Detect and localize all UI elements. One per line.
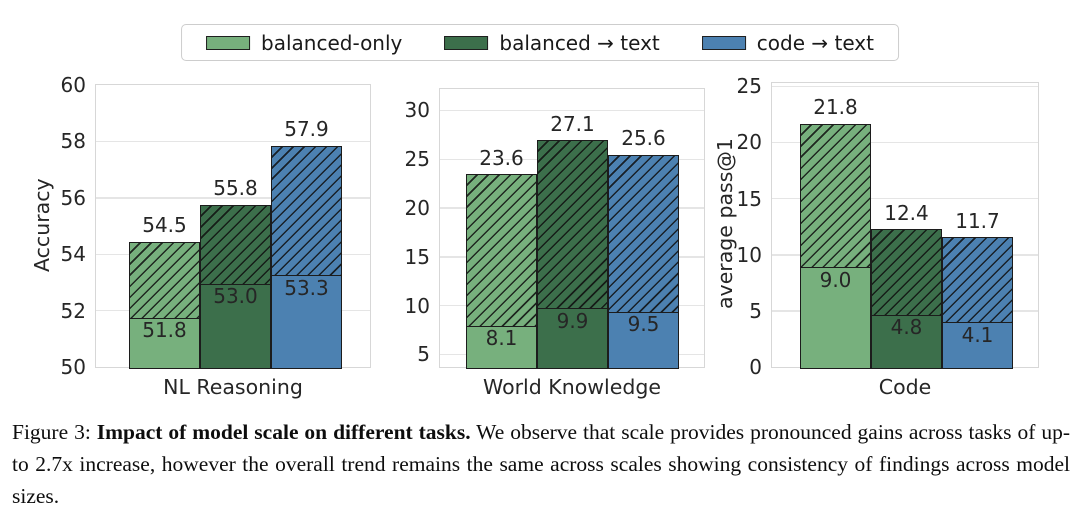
gridline xyxy=(96,309,370,312)
gridline xyxy=(440,304,704,307)
y-axis-label: Accuracy xyxy=(30,178,54,272)
x-category-label: Code xyxy=(878,375,932,399)
bar-world-knowledge-1 xyxy=(466,174,537,369)
figure-caption: Figure 3: Impact of model scale on diffe… xyxy=(12,416,1070,512)
y-tick-label: 20 xyxy=(736,130,762,155)
legend-item-balanced-only: balanced-only xyxy=(206,31,402,55)
gridline xyxy=(440,109,704,112)
gridline xyxy=(440,158,704,161)
caption-body: We observe that scale provides pronounce… xyxy=(12,420,1070,508)
bar-total-value-label: 11.7 xyxy=(955,208,1000,233)
bar-hatched-large-model-segment xyxy=(467,175,536,327)
y-tick-label: 10 xyxy=(404,293,430,318)
bar-hatched-large-model-segment xyxy=(272,146,341,277)
y-tick-label: 25 xyxy=(736,74,762,99)
bar-hatched-large-model-segment xyxy=(801,124,870,269)
gridline xyxy=(772,85,1038,88)
bar-total-value-label: 25.6 xyxy=(621,126,666,151)
y-tick-label: 30 xyxy=(404,98,430,123)
gridline xyxy=(440,353,704,356)
bar-hatched-large-model-segment xyxy=(609,155,678,313)
y-tick-label: 20 xyxy=(404,196,430,220)
bar-total-value-label: 27.1 xyxy=(550,111,595,136)
legend-item-balanced-to-text: balanced → text xyxy=(444,30,660,55)
y-tick-label: 52 xyxy=(60,298,86,323)
legend-item-code-to-text: code → text xyxy=(701,30,874,55)
bar-base-value-label: 4.8 xyxy=(890,315,923,340)
gridline xyxy=(96,140,370,143)
bar-nl-reasoning-2 xyxy=(200,204,271,369)
bar-base-value-label: 53.0 xyxy=(213,284,258,309)
bar-total-value-label: 12.4 xyxy=(884,200,929,225)
bar-base-value-label: 9.9 xyxy=(556,308,589,333)
y-tick-label: 15 xyxy=(404,244,430,269)
plot-area: NL Reasoning 50 52 54 56 58 60 54.5 51.8 55.8 53.… xyxy=(61,73,371,399)
legend-swatch-code-to-text-icon xyxy=(701,35,746,50)
y-axis-label: average pass@1 xyxy=(713,138,737,310)
y-tick-label: 15 xyxy=(736,186,762,211)
legend-swatch-balanced-to-text-icon xyxy=(444,35,489,50)
y-tick-label: 10 xyxy=(736,242,762,267)
bar-hatched-large-model-segment xyxy=(943,238,1012,324)
y-tick-label: 58 xyxy=(60,129,86,154)
gridline xyxy=(96,253,370,255)
caption-prefix: Figure 3: xyxy=(12,420,97,444)
y-tick-label: 54 xyxy=(60,242,86,267)
legend-swatch-balanced-only-icon xyxy=(206,35,251,50)
bar-base-value-label: 9.5 xyxy=(627,312,660,337)
y-tick-label: 56 xyxy=(60,185,86,210)
bar-base-value-label: 9.0 xyxy=(819,267,852,292)
y-tick-label: 5 xyxy=(417,342,430,367)
bar-hatched-large-model-segment xyxy=(201,205,270,285)
legend-label: balanced-only xyxy=(261,30,403,55)
x-category-label: NL Reasoning xyxy=(163,375,303,399)
gridline xyxy=(772,310,1038,312)
gridline xyxy=(772,197,1038,200)
gridline xyxy=(440,256,704,258)
bar-base-value-label: 53.3 xyxy=(284,275,329,300)
chart-legend: balanced-only balanced → text code → tex… xyxy=(181,24,899,61)
legend-label: code → text xyxy=(756,30,874,55)
y-tick-label: 50 xyxy=(60,355,86,379)
x-category-label: World Knowledge xyxy=(483,375,661,399)
legend-label: balanced → text xyxy=(499,30,660,55)
bar-total-value-label: 21.8 xyxy=(813,95,858,120)
bar-total-value-label: 57.9 xyxy=(284,117,329,142)
bar-base-value-label: 4.1 xyxy=(961,322,994,347)
gridline xyxy=(96,197,370,199)
bar-total-value-label: 54.5 xyxy=(142,213,187,238)
bar-total-value-label: 23.6 xyxy=(479,145,524,170)
bar-world-knowledge-2 xyxy=(537,140,608,369)
bar-nl-reasoning-1 xyxy=(129,241,200,369)
bar-base-value-label: 8.1 xyxy=(485,326,518,351)
gridline xyxy=(772,254,1038,256)
bar-total-value-label: 55.8 xyxy=(213,176,258,201)
gridline xyxy=(440,207,704,209)
bar-code-2 xyxy=(871,229,942,369)
y-tick-label: 60 xyxy=(60,73,86,97)
bar-code-3 xyxy=(942,237,1013,369)
bar-hatched-large-model-segment xyxy=(130,242,199,319)
y-tick-label: 5 xyxy=(749,298,762,323)
plot-area: World Knowledge 5 10 15 20 25 30 23.6 8.1 27.1 9.… xyxy=(405,88,705,399)
bar-nl-reasoning-3 xyxy=(271,145,342,369)
bar-code-1 xyxy=(800,123,871,369)
plot-area: Code 0 5 10 15 20 25 21.8 9.0 12.4 4.8 11.7 4.1 xyxy=(737,74,1039,399)
gridline xyxy=(772,141,1038,144)
caption-bold-title: Impact of model scale on different tasks… xyxy=(96,420,471,444)
bar-hatched-large-model-segment xyxy=(872,230,941,316)
bar-hatched-large-model-segment xyxy=(538,141,607,310)
bar-base-value-label: 51.8 xyxy=(142,318,187,343)
y-tick-label: 0 xyxy=(749,355,762,379)
y-tick-label: 25 xyxy=(404,147,430,172)
bar-world-knowledge-3 xyxy=(608,154,679,369)
